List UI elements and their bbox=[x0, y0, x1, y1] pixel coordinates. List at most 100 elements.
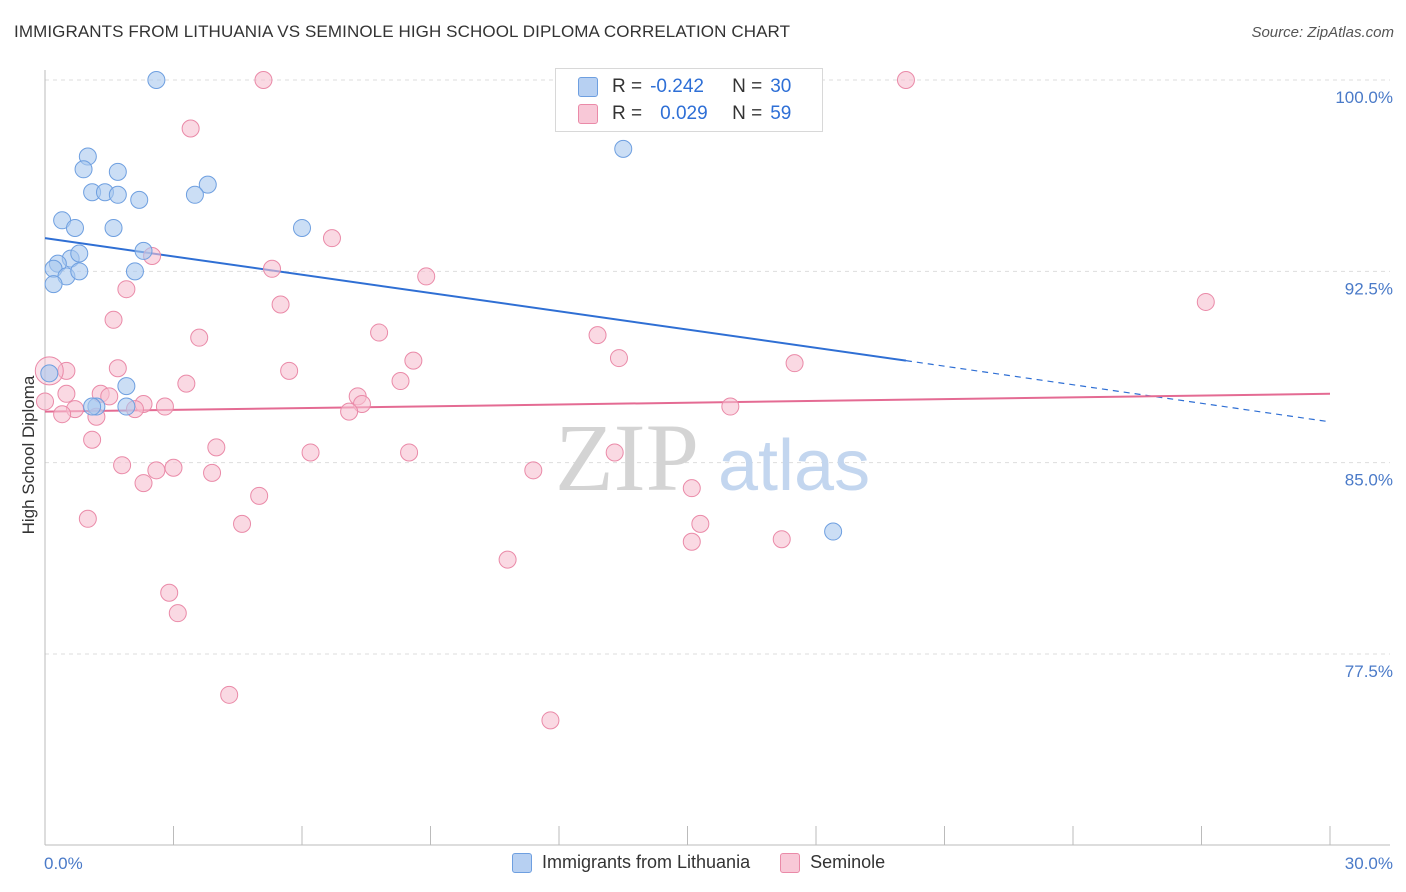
x-tick-label-0: 0.0% bbox=[44, 854, 83, 873]
lithuania-point-9 bbox=[185, 185, 204, 204]
legend-r-value: 0.029 bbox=[660, 103, 708, 124]
seminole-point-2 bbox=[181, 119, 200, 138]
seminole-point-3 bbox=[322, 229, 341, 248]
seminole-point-29 bbox=[155, 397, 174, 416]
seminole-point-37 bbox=[207, 438, 226, 457]
seminole-point-47 bbox=[682, 479, 701, 498]
watermark-zip: ZIP bbox=[555, 404, 699, 511]
lithuania-point-28 bbox=[83, 397, 102, 416]
lithuania-point-24 bbox=[40, 364, 59, 383]
legend-n-value: 59 bbox=[770, 103, 792, 124]
tick-labels: 77.5% 85.0% 92.5% 100.0% 0.0% 30.0% bbox=[44, 88, 1393, 873]
lithuania-point-29 bbox=[824, 522, 843, 541]
legend-r-label: R = bbox=[612, 103, 643, 124]
trend-line-lithuania bbox=[44, 237, 1331, 423]
legend-r-value: -0.242 bbox=[650, 76, 704, 97]
legend-row-lithuania: R = -0.242 N = 30 bbox=[578, 74, 791, 100]
seminole-point-52 bbox=[682, 532, 701, 551]
seminole-point-17 bbox=[108, 359, 127, 378]
seminole-point-56 bbox=[168, 604, 187, 623]
seminole-point-5 bbox=[263, 259, 282, 278]
legend-n-label: N = bbox=[732, 103, 763, 124]
seminole-point-58 bbox=[541, 711, 560, 730]
legend-swatch-lithuania bbox=[578, 77, 598, 97]
lithuania-point-22 bbox=[293, 218, 311, 237]
seminole-point-7 bbox=[117, 280, 136, 299]
legend-row-seminole: R = 0.029 N = 59 bbox=[578, 101, 791, 127]
trend-line-seminole bbox=[44, 392, 1331, 413]
seminole-point-49 bbox=[78, 509, 97, 528]
grid-layer bbox=[45, 79, 1390, 655]
lithuania-point-27 bbox=[117, 397, 136, 416]
seminole-point-40 bbox=[605, 443, 624, 462]
seminole-point-36 bbox=[83, 430, 102, 449]
seminole-point-46 bbox=[134, 474, 153, 493]
lithuania-point-6 bbox=[108, 185, 127, 204]
seminole-point-16 bbox=[404, 351, 423, 370]
seminole-point-35 bbox=[53, 405, 72, 424]
seminole-point-1 bbox=[896, 71, 915, 89]
seminole-point-23 bbox=[57, 384, 76, 403]
seminole-point-45 bbox=[524, 461, 543, 480]
series-name-seminole: Seminole bbox=[810, 852, 886, 872]
seminole-point-55 bbox=[160, 583, 179, 602]
seminole-point-8 bbox=[271, 295, 290, 314]
legend-swatch-seminole bbox=[578, 104, 598, 124]
legend-n-label: N = bbox=[732, 76, 763, 97]
lithuania-point-12 bbox=[104, 218, 123, 237]
lithuania-point-13 bbox=[134, 241, 153, 260]
lithuania-point-8 bbox=[198, 175, 217, 194]
lithuania-point-0 bbox=[147, 71, 166, 89]
y-tick-label-1: 85.0% bbox=[1345, 471, 1393, 490]
legend-n-value: 30 bbox=[770, 76, 792, 97]
lithuania-point-19 bbox=[44, 275, 63, 294]
series-legend-seminole: Seminole bbox=[780, 852, 885, 873]
lithuania-point-25 bbox=[117, 377, 136, 396]
trend-solid-seminole bbox=[44, 392, 1331, 413]
seminole-point-42 bbox=[147, 461, 166, 480]
seminole-point-48 bbox=[250, 486, 269, 505]
seminole-point-38 bbox=[301, 443, 320, 462]
watermark: ZIP atlas bbox=[555, 404, 870, 511]
x-tick-label-1: 30.0% bbox=[1345, 854, 1393, 873]
seminole-point-13 bbox=[190, 328, 209, 347]
seminole-point-54 bbox=[498, 550, 517, 569]
seminole-point-11 bbox=[370, 323, 389, 342]
lithuania-point-7 bbox=[130, 190, 149, 209]
seminole-point-24 bbox=[100, 387, 119, 406]
trend-solid-lithuania bbox=[44, 237, 907, 362]
seminole-point-44 bbox=[203, 463, 222, 482]
lithuania-point-23 bbox=[614, 139, 633, 158]
series-name-lithuania: Immigrants from Lithuania bbox=[542, 852, 751, 872]
chart-title: IMMIGRANTS FROM LITHUANIA VS SEMINOLE HI… bbox=[14, 22, 791, 41]
y-tick-label-2: 92.5% bbox=[1345, 279, 1393, 298]
y-tick-label-3: 100.0% bbox=[1335, 88, 1393, 107]
seminole-point-6 bbox=[417, 267, 436, 286]
points-seminole bbox=[34, 71, 1215, 730]
seminole-point-43 bbox=[164, 458, 183, 477]
seminole-point-57 bbox=[220, 685, 239, 704]
source-credit: Source: ZipAtlas.com bbox=[1251, 24, 1394, 41]
seminole-point-32 bbox=[340, 402, 359, 421]
seminole-point-14 bbox=[785, 354, 804, 373]
series-legend: Immigrants from Lithuania Seminole bbox=[512, 852, 915, 873]
series-legend-lithuania: Immigrants from Lithuania bbox=[512, 852, 750, 873]
seminole-point-12 bbox=[588, 326, 607, 345]
watermark-atlas: atlas bbox=[718, 426, 870, 506]
trend-dashed-lithuania bbox=[905, 360, 1331, 423]
seminole-point-51 bbox=[691, 514, 710, 533]
stats-legend: R = -0.242 N = 30 R = 0.029 N = 59 bbox=[555, 68, 823, 132]
seminole-point-20 bbox=[391, 372, 410, 391]
axes-layer bbox=[44, 70, 1390, 846]
y-tick-label-0: 77.5% bbox=[1345, 662, 1393, 681]
lithuania-point-20 bbox=[70, 262, 89, 281]
lithuania-point-3 bbox=[108, 162, 127, 181]
seminole-point-18 bbox=[280, 361, 299, 380]
seminole-point-28 bbox=[36, 392, 54, 411]
seminole-point-21 bbox=[177, 374, 196, 393]
lithuania-point-11 bbox=[65, 218, 84, 237]
lithuania-point-21 bbox=[125, 262, 144, 281]
seminole-point-41 bbox=[113, 456, 132, 475]
seminole-point-10 bbox=[104, 310, 123, 329]
